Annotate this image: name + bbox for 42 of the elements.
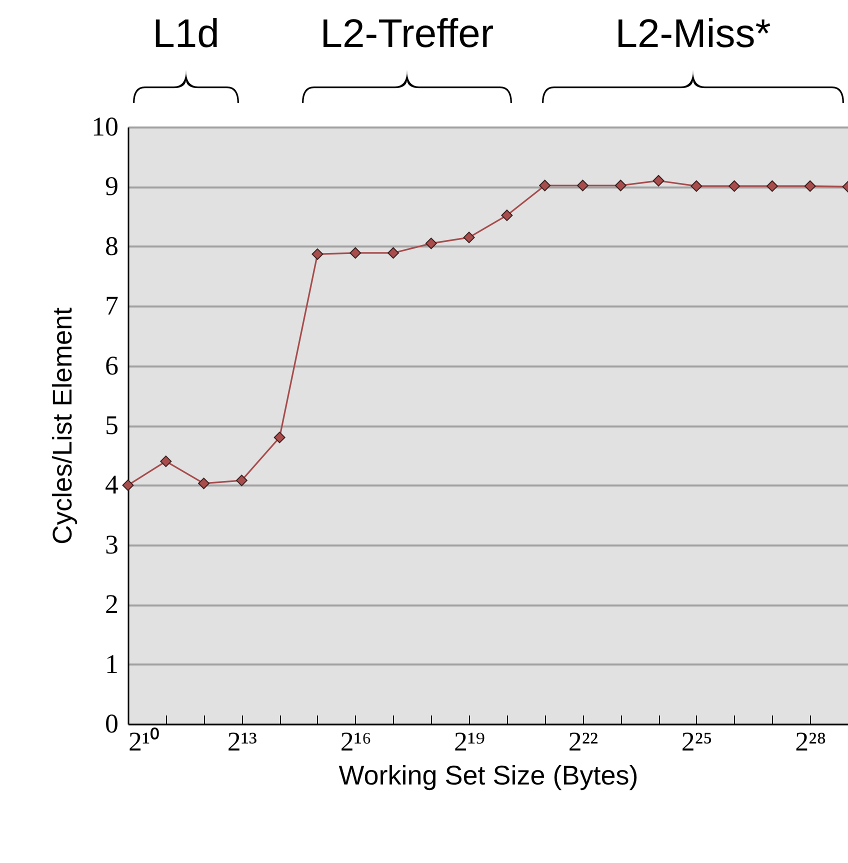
point [236, 474, 248, 486]
point [576, 180, 588, 192]
y-tick-label: 1 [105, 648, 118, 679]
point [274, 432, 286, 444]
point [388, 247, 400, 259]
point [690, 180, 702, 192]
text: L1d [152, 12, 220, 56]
point [804, 180, 816, 192]
y-tick-label: 3 [105, 529, 118, 560]
point [614, 180, 626, 192]
point [652, 174, 664, 186]
y-tick-label: 5 [105, 410, 118, 440]
point [539, 180, 551, 192]
point [463, 232, 475, 244]
point [198, 478, 210, 490]
point [122, 479, 134, 491]
point [728, 180, 740, 192]
y-tick-label: 6 [105, 350, 118, 380]
y-tick-label: 8 [105, 230, 118, 261]
x-tick-label: 2²⁵ [681, 726, 712, 756]
y-tick-label: 4 [105, 470, 119, 500]
y-tick-label: 10 [92, 112, 118, 142]
x-tick-label: 2¹⁶ [340, 726, 372, 756]
point [350, 247, 362, 259]
x-tick-label: 2²² [568, 726, 598, 756]
x-tick-label: 2¹⁹ [454, 726, 486, 756]
y-tick-label: 9 [105, 171, 118, 202]
x-axis-title: Working Set Size (Bytes) [338, 760, 638, 790]
x-tick-label: 2²⁸ [795, 726, 826, 756]
y-tick-label: 0 [105, 708, 118, 738]
point [312, 248, 324, 260]
point [766, 180, 778, 192]
x-tick-label: 2¹³ [227, 726, 258, 756]
text: L2-Miss* [615, 12, 771, 56]
y-tick-label: 2 [105, 589, 118, 620]
point [160, 456, 172, 468]
point [425, 238, 437, 250]
x-tick-label: 2¹⁰ [128, 726, 160, 756]
text: L2-Treffer [320, 12, 494, 56]
y-axis-title: Cycles/List Element [48, 306, 78, 545]
point [501, 210, 513, 222]
y-tick-label: 7 [105, 290, 118, 321]
